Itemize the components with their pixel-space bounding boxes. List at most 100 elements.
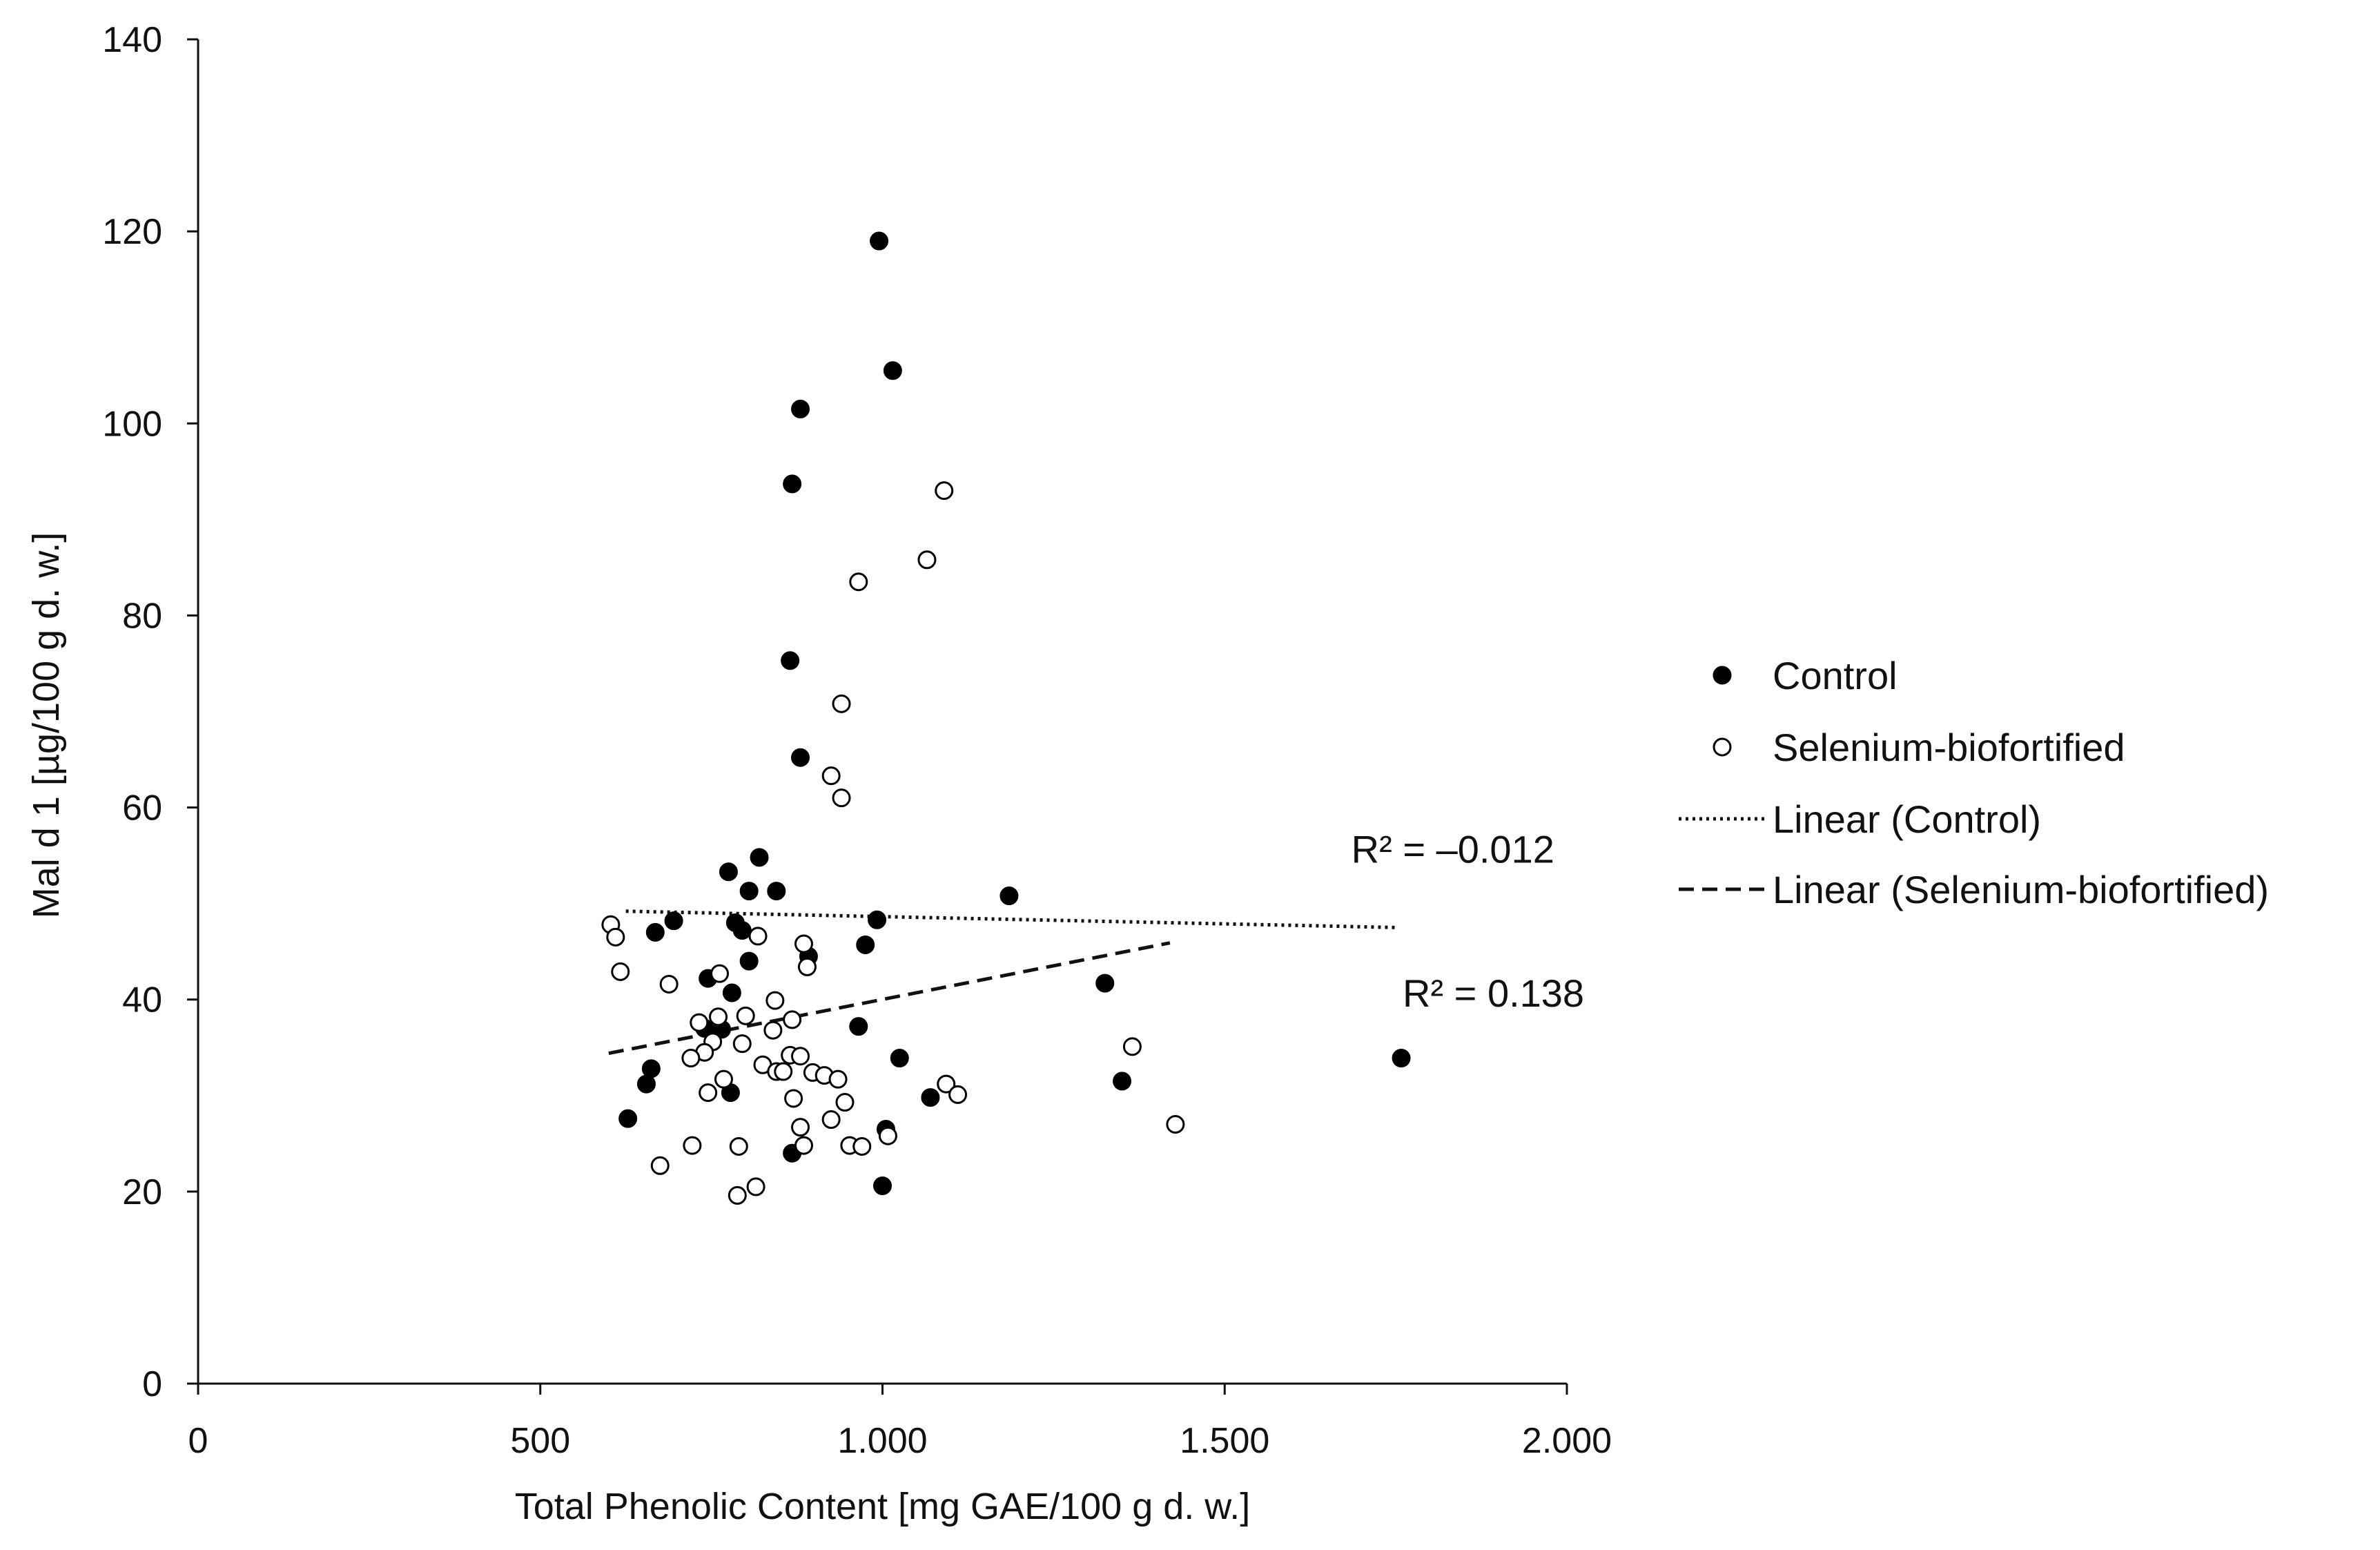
y-tick-label: 140 <box>102 20 162 60</box>
selenium-point <box>765 991 785 1010</box>
selenium-point <box>683 1136 702 1155</box>
legend-item-linear-selenium: Linear (Selenium-biofortified) <box>1679 868 2269 911</box>
legend-item-linear-control: Linear (Control) <box>1679 797 2041 841</box>
selenium-point <box>710 964 730 983</box>
selenium-point <box>784 1089 803 1108</box>
y-tick-label: 100 <box>102 404 162 444</box>
selenium-point <box>606 927 625 947</box>
x-tick-label: 1.000 <box>837 1421 927 1461</box>
control-point <box>883 361 902 380</box>
control-point <box>870 231 889 251</box>
control-point <box>767 882 786 901</box>
control-point <box>791 399 810 418</box>
legend-item-control: Control <box>1713 654 1898 697</box>
control-point <box>868 910 887 929</box>
trendline-control <box>625 909 1398 929</box>
control-point <box>641 1059 661 1078</box>
selenium-point <box>797 957 817 976</box>
control-point <box>618 1109 638 1128</box>
legend-item-selenium: Selenium-biofortified <box>1713 726 2125 769</box>
selenium-point <box>917 550 937 570</box>
legend-label: Control <box>1773 654 1898 697</box>
control-point <box>739 951 759 971</box>
control-point <box>921 1088 940 1107</box>
r-squared-label: R² = –0.012 <box>1352 827 1554 871</box>
selenium-point <box>681 1049 701 1068</box>
trendline-selenium <box>608 941 1171 1056</box>
selenium-point <box>937 1074 956 1094</box>
control-point <box>849 1017 868 1036</box>
selenium-point <box>835 1093 855 1112</box>
legend-label: Linear (Control) <box>1773 797 2041 841</box>
selenium-point <box>736 1006 755 1025</box>
control-point <box>664 911 683 931</box>
chart-labels: Total Phenolic Content [mg GAE/100 g d. … <box>26 532 1584 1527</box>
y-tick-label: 40 <box>122 980 162 1020</box>
y-tick-label: 60 <box>122 788 162 829</box>
selenium-point <box>650 1156 670 1175</box>
selenium-point <box>732 1034 752 1054</box>
control-point <box>873 1176 892 1196</box>
control-point <box>783 474 802 494</box>
control-point <box>1095 973 1115 993</box>
selenium-point <box>746 1177 765 1197</box>
control-point <box>750 848 769 867</box>
control-point <box>739 882 759 901</box>
selenium-point <box>849 572 868 592</box>
selenium-point <box>878 1126 897 1145</box>
control-point <box>791 748 810 767</box>
control-point <box>856 935 875 954</box>
y-tick-label: 0 <box>142 1364 162 1404</box>
selenium-point <box>729 1136 748 1156</box>
x-tick-label: 2.000 <box>1522 1421 1612 1461</box>
x-axis-title: Total Phenolic Content [mg GAE/100 g d. … <box>515 1486 1251 1527</box>
legend: Control Selenium-biofortified Linear (Cont… <box>1679 654 2269 911</box>
selenium-point <box>832 694 851 713</box>
selenium-point <box>1122 1037 1142 1056</box>
selenium-point <box>748 927 768 946</box>
control-point <box>636 1074 656 1094</box>
selenium-point <box>1166 1115 1185 1134</box>
x-tick-label: 500 <box>510 1421 570 1461</box>
selenium-point <box>794 1136 813 1155</box>
y-tick-label: 120 <box>102 212 162 252</box>
control-point <box>1392 1049 1411 1068</box>
control-point <box>999 887 1019 906</box>
control-point <box>719 862 738 882</box>
selenium-point <box>774 1062 793 1081</box>
r-squared-label: R² = 0.138 <box>1403 971 1584 1015</box>
axes: 0 20 40 60 80 100 120 140 0 500 1.000 1.500 2.000 <box>102 20 1612 1461</box>
legend-label: Linear (Selenium-biofortified) <box>1773 868 2269 911</box>
selenium-point <box>690 1013 709 1032</box>
control-point <box>645 922 665 942</box>
selenium-point <box>821 1110 841 1130</box>
y-axis-title: Mal d 1 [µg/100 g d. w.] <box>26 532 67 918</box>
selenium-point <box>783 1010 802 1029</box>
selenium-point <box>763 1020 783 1040</box>
selenium-point <box>852 1136 872 1156</box>
control-point <box>781 651 800 670</box>
legend-label: Selenium-biofortified <box>1773 726 2125 769</box>
control-point <box>890 1049 909 1068</box>
selenium-point <box>714 1069 733 1089</box>
control-point <box>722 983 741 1002</box>
control-point <box>1113 1072 1132 1091</box>
selenium-point <box>611 962 630 981</box>
x-tick-label: 0 <box>188 1421 208 1461</box>
data-points <box>601 231 1411 1205</box>
selenium-point <box>832 788 851 808</box>
selenium-point <box>935 481 954 501</box>
y-tick-label: 80 <box>122 596 162 636</box>
y-tick-label: 20 <box>122 1172 162 1212</box>
selenium-point <box>791 1118 810 1137</box>
selenium-point <box>699 1083 718 1103</box>
control-point <box>732 921 752 940</box>
selenium-point <box>948 1085 968 1104</box>
selenium-point <box>659 974 679 994</box>
selenium-point <box>794 934 813 953</box>
selenium-point <box>828 1069 848 1089</box>
selenium-point <box>821 766 841 786</box>
x-tick-label: 1.500 <box>1180 1421 1269 1461</box>
